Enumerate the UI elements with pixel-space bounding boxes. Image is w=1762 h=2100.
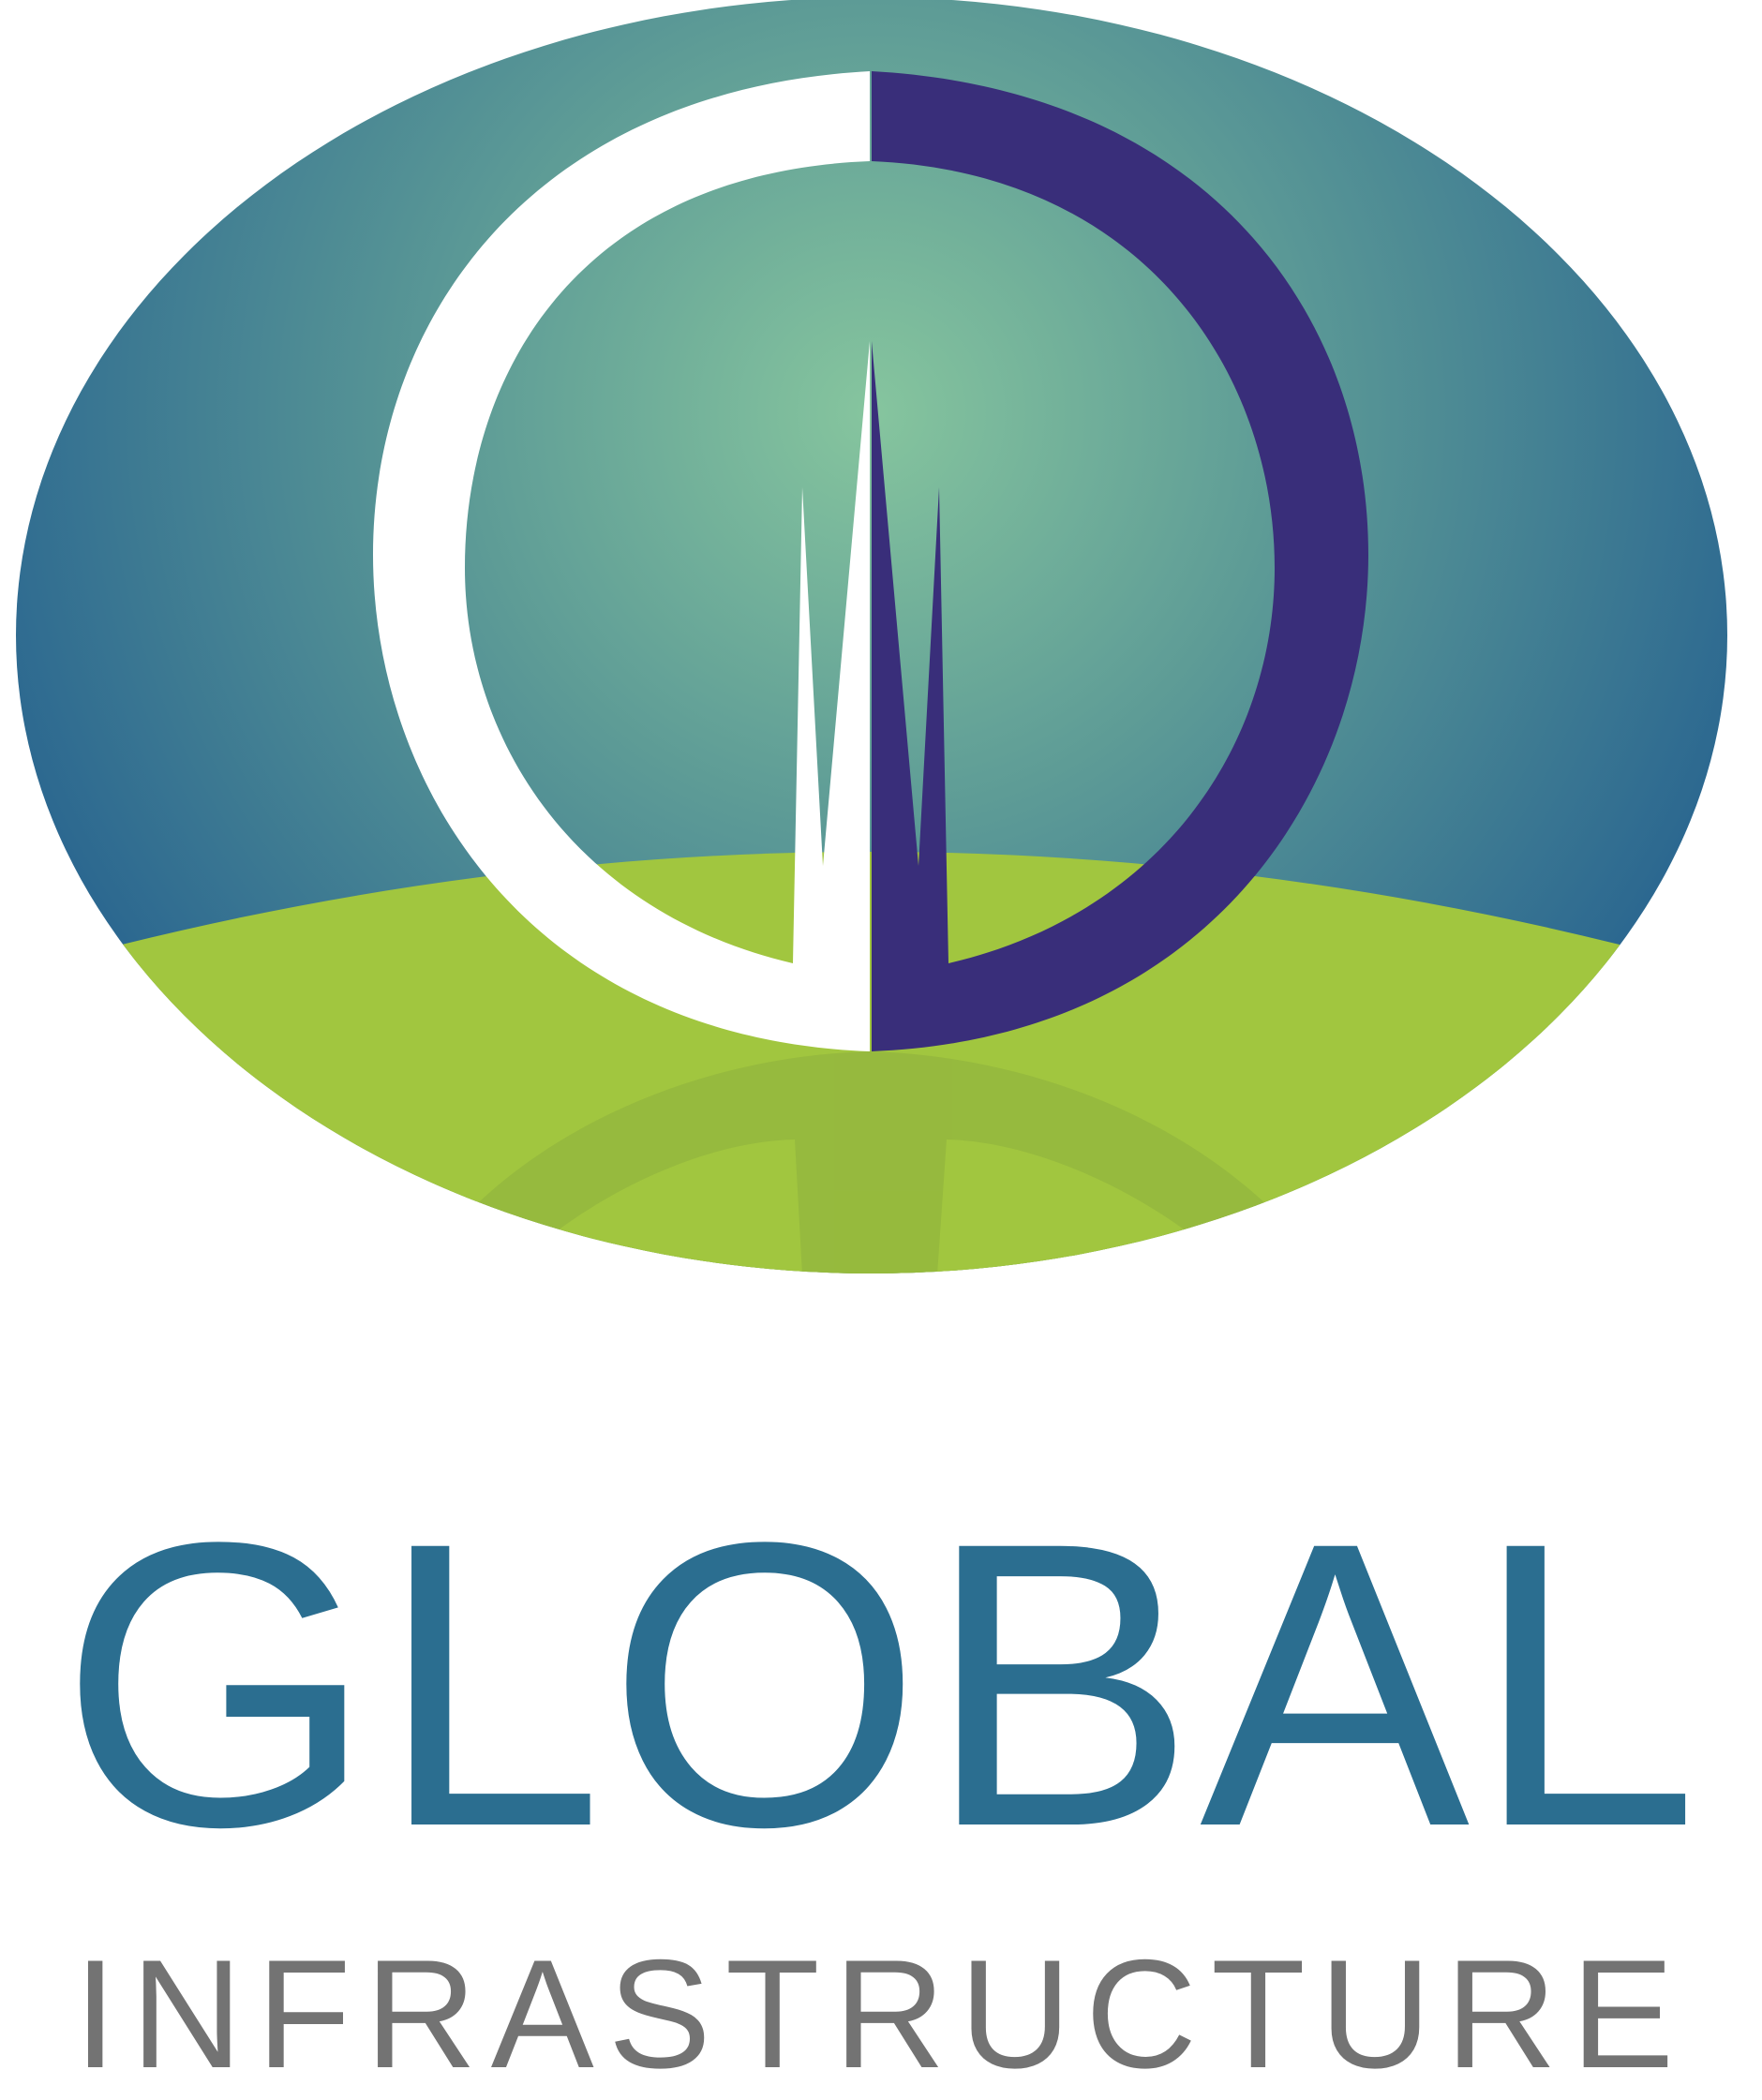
monogram-right-d bbox=[872, 71, 1368, 1051]
brand-name-secondary: INFRASTRUCTURE bbox=[73, 1928, 1689, 2100]
monogram-left-c bbox=[373, 71, 870, 1051]
globe bbox=[16, 0, 1727, 1273]
monogram-reflection bbox=[416, 1051, 1327, 1273]
brand-name-primary: GLOBAL bbox=[59, 1458, 1703, 1911]
globe-emblem-icon bbox=[16, 0, 1727, 1273]
